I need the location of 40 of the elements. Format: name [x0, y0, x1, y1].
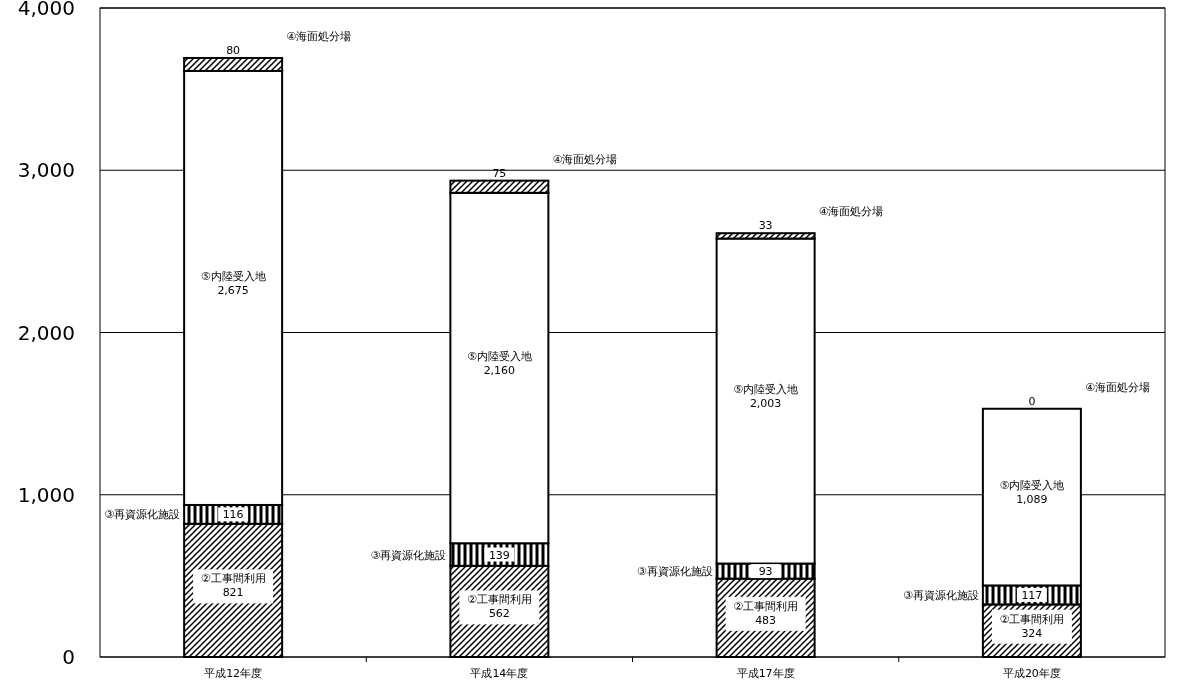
y-tick-label: 0: [62, 645, 75, 669]
data-label: 0: [1028, 394, 1036, 408]
data-label: 821: [222, 586, 244, 600]
series-label: ②工事間利用: [999, 612, 1065, 626]
data-label: 93: [758, 565, 773, 579]
text: ③再資源化施設: [636, 565, 713, 579]
data-label: 2,003: [749, 397, 782, 411]
x-tick-label: 平成12年度: [204, 667, 263, 680]
data-label: 324: [1021, 626, 1043, 640]
data-label: 116: [222, 508, 244, 522]
data-label: 562: [488, 607, 510, 621]
y-tick-label: 1,000: [17, 482, 75, 507]
data-label: 483: [755, 613, 777, 627]
x-tick-label: 平成17年度: [736, 667, 795, 680]
x-tick-label: 平成20年度: [1002, 667, 1061, 680]
data-label: 80: [226, 43, 241, 57]
y-tick-label: 3,000: [17, 158, 75, 183]
data-label: 117: [1021, 588, 1043, 602]
data-label: 139: [488, 548, 510, 562]
text: ⑤内陸受入地: [999, 479, 1065, 493]
text: ④海面処分場: [818, 205, 884, 219]
text: ②工事間利用: [733, 599, 799, 613]
text: ④海面処分場: [552, 152, 618, 166]
text: ②工事間利用: [466, 593, 532, 607]
series-label: ③再資源化施設: [104, 508, 181, 522]
x-tick-label: 平成14年度: [470, 667, 529, 680]
data-label: 2,160: [483, 364, 516, 378]
text: ③再資源化施設: [370, 548, 447, 562]
data-label: 33: [758, 219, 773, 233]
data-label: 1,089: [1016, 493, 1048, 507]
data-label: 2,675: [217, 283, 249, 297]
text: ③再資源化施設: [903, 588, 979, 602]
text: ②工事間利用: [200, 572, 266, 586]
text: ④海面処分場: [1084, 380, 1150, 394]
text: ⑤内陸受入地: [466, 350, 532, 364]
y-tick-label: 2,000: [17, 320, 75, 345]
y-tick-label: 4,000: [17, 0, 75, 20]
text: ⑤内陸受入地: [733, 383, 799, 397]
series-label: ⑤内陸受入地: [200, 269, 266, 283]
series-label: ④海面処分場: [286, 29, 351, 43]
